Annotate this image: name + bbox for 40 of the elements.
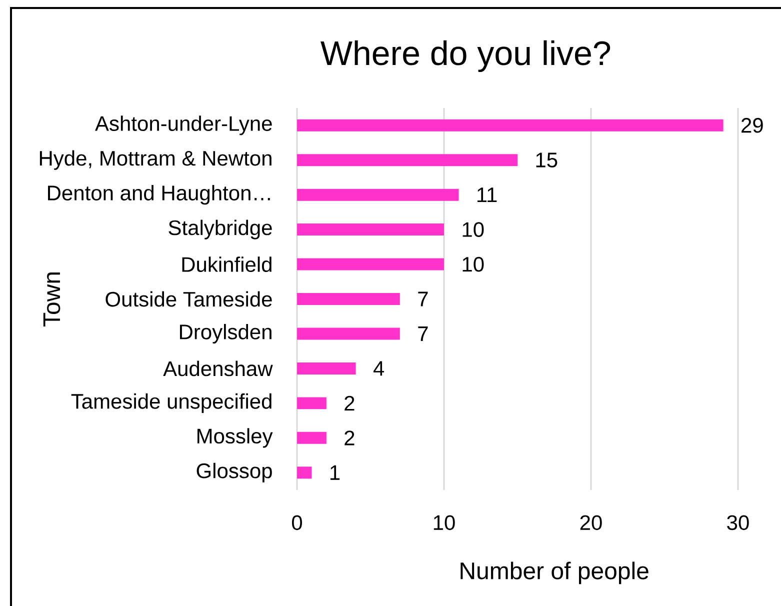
- bar: [297, 224, 444, 236]
- data-label: 4: [373, 361, 384, 376]
- data-label: 7: [418, 326, 428, 341]
- y-tick-label: Dukinfield: [182, 256, 272, 272]
- y-tick-label: Ashton-under-Lyne: [95, 116, 272, 136]
- bar: [297, 293, 400, 306]
- bar: [297, 362, 356, 374]
- y-tick-label: Hyde, Mottram & Newton: [40, 150, 272, 170]
- x-tick-label: 30: [727, 515, 749, 530]
- data-label: 15: [536, 152, 558, 168]
- data-label: 2: [344, 396, 354, 411]
- y-tick-label: Tameside unspecified: [71, 393, 272, 413]
- y-tick-label: Droylsden: [180, 324, 272, 344]
- data-label: 1: [330, 465, 340, 480]
- y-tick-label: Stalybridge: [168, 220, 272, 240]
- y-tick-label: Denton and Haughton…: [48, 185, 270, 205]
- bar: [297, 432, 326, 444]
- bar: [297, 397, 326, 410]
- bar: [297, 258, 444, 270]
- x-tick-label: 0: [292, 515, 302, 530]
- data-label: 10: [462, 222, 484, 237]
- data-label: 29: [742, 118, 763, 133]
- y-axis-title: Town: [43, 272, 60, 326]
- y-tick-label: Audenshaw: [163, 360, 273, 376]
- y-tick-label: Mossley: [198, 428, 273, 448]
- y-tick-label: Outside Tameside: [106, 291, 272, 307]
- data-label: 7: [418, 292, 428, 306]
- bar: [297, 119, 724, 132]
- x-axis-title: Number of people: [460, 562, 648, 584]
- chart-title: Where do you live?: [320, 40, 610, 72]
- data-label: 10: [462, 256, 484, 272]
- x-tick-label: 10: [434, 515, 455, 530]
- y-tick-label: Glossop: [196, 462, 272, 482]
- bar: [297, 188, 459, 201]
- data-label: 2: [344, 430, 354, 446]
- x-tick-label: 20: [580, 515, 602, 530]
- bar: [297, 154, 518, 166]
- data-label: 11: [478, 188, 497, 202]
- bar: [297, 466, 312, 479]
- bar: [297, 328, 400, 340]
